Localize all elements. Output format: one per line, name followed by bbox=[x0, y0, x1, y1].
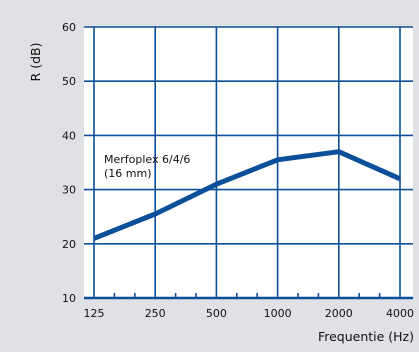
y-tick-label-20: 20 bbox=[62, 238, 76, 251]
x-tick-labels: 125 250 500 1000 2000 4000 bbox=[84, 307, 415, 320]
y-tick-label-40: 40 bbox=[62, 129, 76, 142]
grid bbox=[84, 26, 413, 300]
annotation-line-2: (16 mm) bbox=[104, 167, 152, 180]
annotation-line-1: Merfoplex 6/4/6 bbox=[104, 153, 190, 166]
x-tick-label-1000: 1000 bbox=[264, 307, 292, 320]
y-tick-label-60: 60 bbox=[62, 21, 76, 34]
y-tick-label-10: 10 bbox=[62, 292, 76, 305]
y-tick-labels: 10 20 30 40 50 60 bbox=[62, 21, 76, 305]
x-tick-label-500: 500 bbox=[206, 307, 227, 320]
y-axis-label: R (dB) bbox=[28, 43, 43, 82]
y-tick-label-30: 30 bbox=[62, 184, 76, 197]
x-tick-label-4000: 4000 bbox=[386, 307, 414, 320]
x-tick-label-2000: 2000 bbox=[325, 307, 353, 320]
series bbox=[93, 149, 402, 241]
x-tick-label-250: 250 bbox=[145, 307, 166, 320]
y-tick-label-50: 50 bbox=[62, 75, 76, 88]
x-axis-label: Frequentie (Hz) bbox=[318, 329, 414, 344]
minor-ticks bbox=[113, 293, 381, 298]
series-line-0 bbox=[93, 149, 402, 241]
x-tick-label-125: 125 bbox=[84, 307, 105, 320]
